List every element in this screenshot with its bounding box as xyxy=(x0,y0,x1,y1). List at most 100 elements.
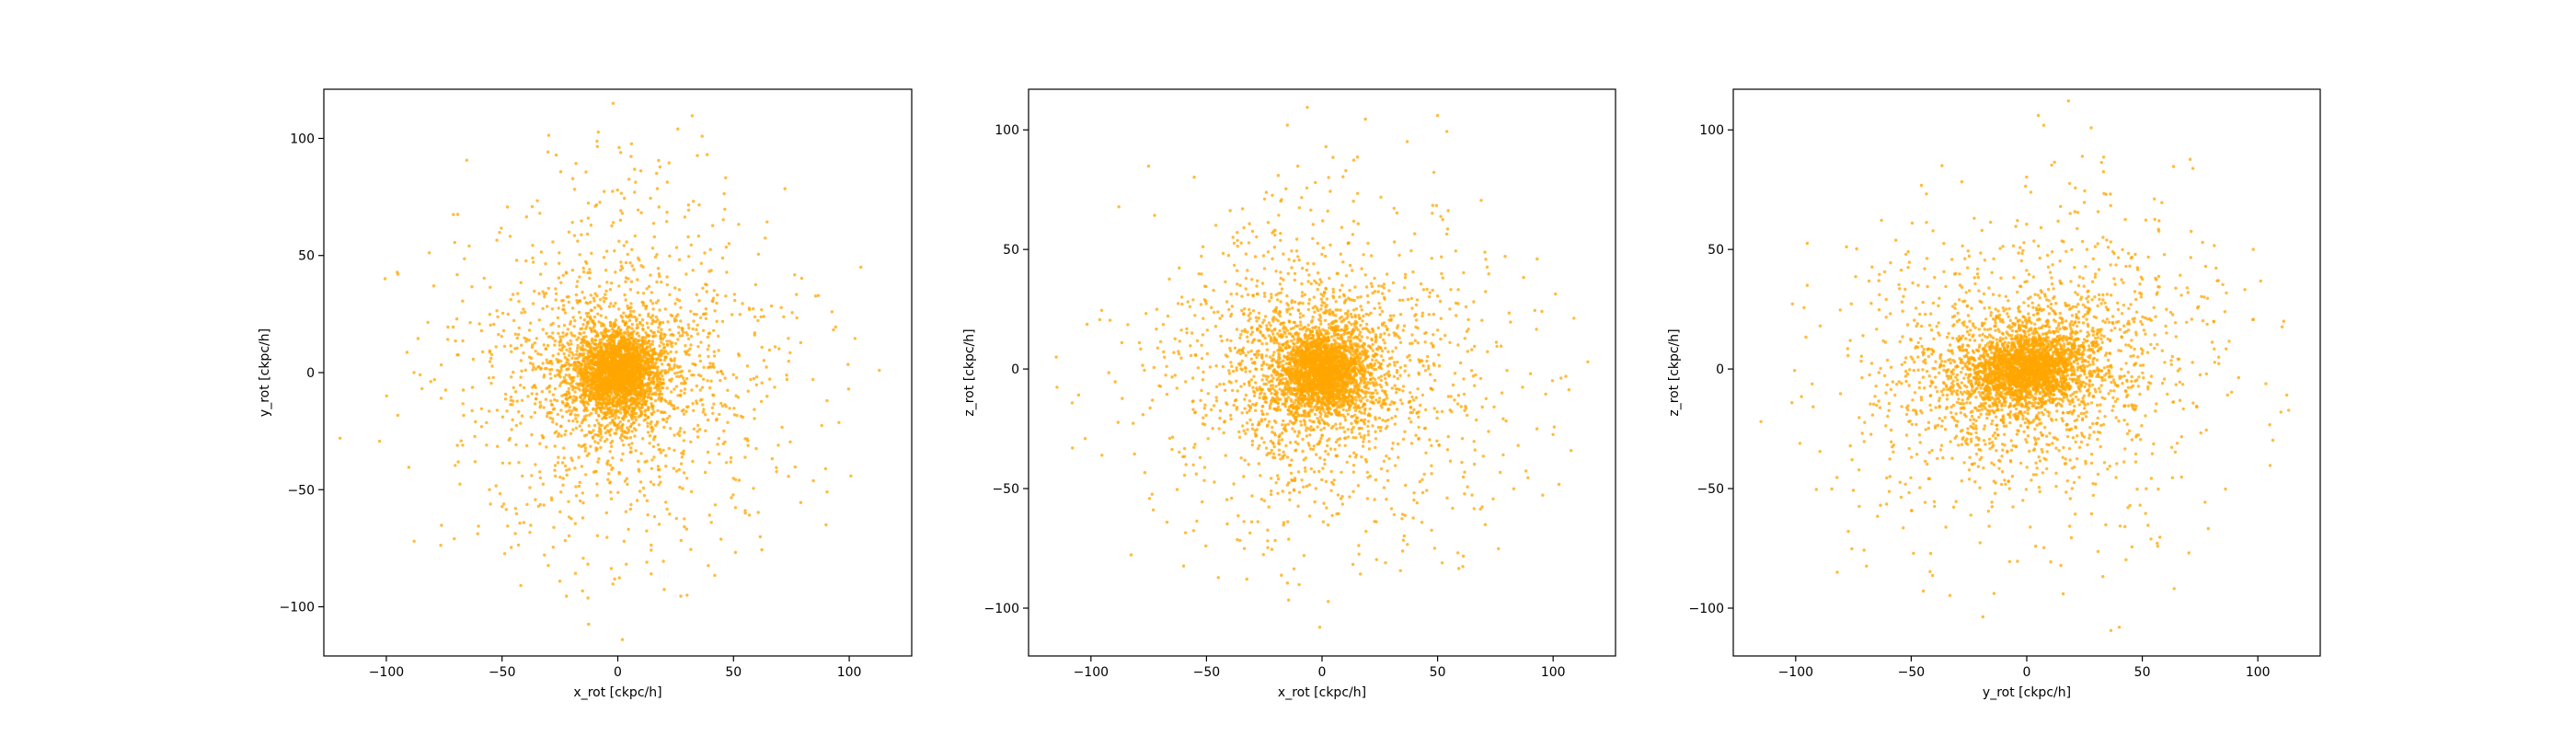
scatter-point xyxy=(706,153,709,156)
scatter-point xyxy=(558,580,562,583)
scatter-point xyxy=(679,594,683,598)
scatter-point xyxy=(581,335,585,339)
scatter-point xyxy=(698,316,703,319)
scatter-point xyxy=(651,222,656,225)
scatter-point xyxy=(564,381,568,385)
scatter-point xyxy=(571,367,576,372)
scatter-point xyxy=(513,507,518,511)
scatter-point xyxy=(589,308,592,312)
scatter-point xyxy=(568,353,571,357)
scatter-point xyxy=(534,367,538,371)
scatter-point xyxy=(492,322,496,327)
scatter-point xyxy=(787,337,790,340)
scatter-point xyxy=(658,475,661,478)
scatter-point xyxy=(793,273,797,277)
scatter-point xyxy=(1374,445,1377,450)
scatter-point xyxy=(527,355,532,359)
scatter-point xyxy=(640,339,645,344)
scatter-point xyxy=(503,392,508,397)
scatter-point xyxy=(605,437,609,442)
scatter-point xyxy=(567,419,571,423)
scatter-point xyxy=(1443,333,1447,338)
scatter-point xyxy=(412,539,416,543)
scatter-point xyxy=(569,456,573,460)
scatter-point xyxy=(558,340,561,344)
scatter-point xyxy=(600,387,604,391)
scatter-point xyxy=(510,375,513,379)
scatter-point xyxy=(765,365,768,369)
scatter-point xyxy=(592,408,595,411)
scatter-point xyxy=(598,378,602,382)
scatter-point xyxy=(638,345,641,350)
scatter-point xyxy=(1471,374,1476,378)
scatter-point xyxy=(573,361,577,364)
scatter-point xyxy=(673,433,676,437)
scatter-point xyxy=(571,419,575,423)
scatter-point xyxy=(1454,249,1458,253)
scatter-point xyxy=(518,521,522,525)
scatter-point xyxy=(650,318,655,322)
scatter-point xyxy=(640,317,645,322)
scatter-point xyxy=(598,338,602,342)
scatter-point xyxy=(1550,379,1555,383)
scatter-point xyxy=(506,524,510,528)
scatter-point xyxy=(1361,444,1365,448)
scatter-point xyxy=(717,436,721,441)
scatter-point xyxy=(622,395,626,398)
scatter-point xyxy=(1432,546,1437,550)
scatter-point xyxy=(641,304,645,307)
scatter-point xyxy=(535,392,539,396)
scatter-point xyxy=(471,357,476,362)
scatter-point xyxy=(670,367,673,372)
scatter-point xyxy=(509,403,512,407)
scatter-point xyxy=(624,367,627,372)
scatter-point xyxy=(1266,250,1271,254)
scatter-point xyxy=(830,310,834,314)
scatter-point xyxy=(551,420,555,424)
scatter-point xyxy=(656,365,660,369)
scatter-point xyxy=(498,491,502,496)
scatter-point xyxy=(682,408,685,412)
scatter-point xyxy=(711,411,715,415)
scatter-point xyxy=(454,339,457,343)
scatter-point xyxy=(1328,447,1333,451)
scatter-point xyxy=(519,384,523,387)
scatter-point xyxy=(723,376,727,380)
scatter-point xyxy=(454,317,459,321)
scatter-point xyxy=(655,171,659,176)
scatter-point xyxy=(498,231,501,235)
scatter-point xyxy=(701,410,705,414)
scatter-point xyxy=(692,200,696,203)
scatter-point xyxy=(596,385,600,389)
scatter-point xyxy=(642,362,647,367)
scatter-point xyxy=(632,367,636,371)
scatter-point xyxy=(638,370,643,374)
scatter-point xyxy=(597,284,602,288)
scatter-point xyxy=(506,312,510,316)
scatter-point xyxy=(658,380,662,385)
scatter-point xyxy=(576,280,580,283)
scatter-point xyxy=(1339,426,1342,430)
scatter-point xyxy=(598,350,603,353)
scatter-point xyxy=(1263,392,1267,396)
scatter-point xyxy=(568,396,571,399)
scatter-point xyxy=(601,390,604,395)
scatter-point xyxy=(601,383,605,387)
scatter-point xyxy=(658,323,661,327)
scatter-point xyxy=(1214,399,1219,403)
scatter-point xyxy=(1202,416,1205,420)
scatter-point xyxy=(684,351,688,354)
scatter-point xyxy=(456,460,460,464)
scatter-point xyxy=(691,401,695,406)
scatter-point xyxy=(602,296,605,300)
scatter-point xyxy=(709,269,713,272)
scatter-point xyxy=(624,298,627,302)
scatter-point xyxy=(619,411,623,415)
scatter-point xyxy=(707,513,711,517)
scatter-point xyxy=(581,270,586,274)
scatter-point xyxy=(1188,305,1192,308)
scatter-point xyxy=(537,318,541,322)
scatter-point xyxy=(1266,221,1271,224)
scatter-point xyxy=(614,378,617,382)
scatter-point xyxy=(628,425,632,429)
